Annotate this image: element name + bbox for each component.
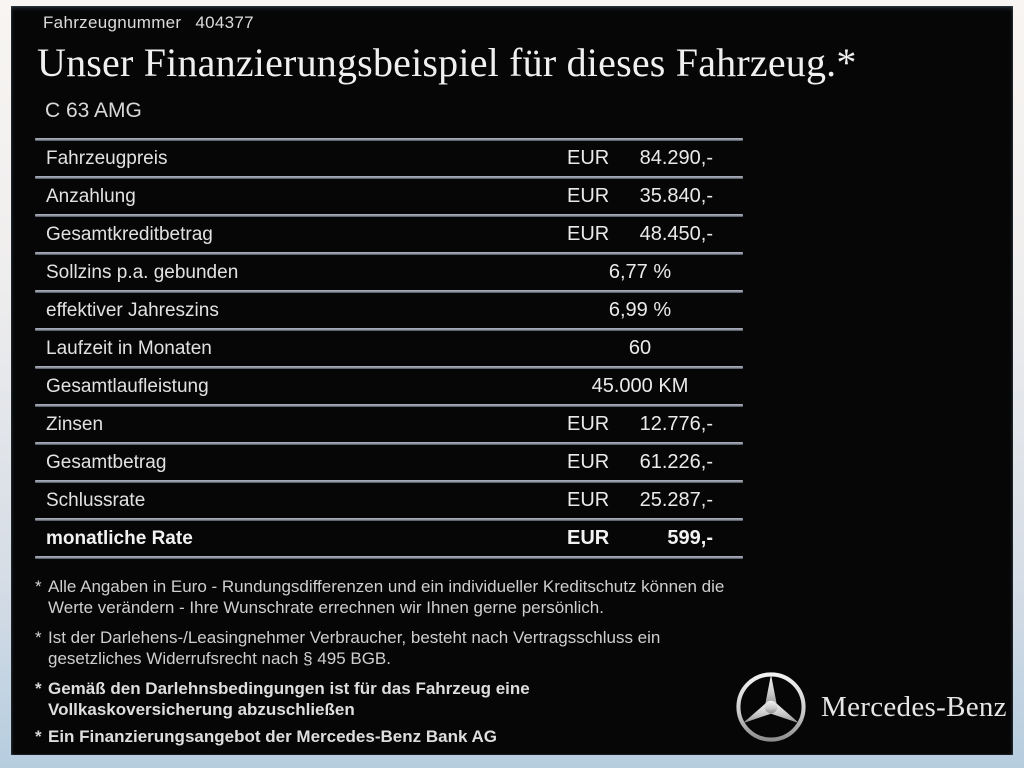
row-label: Gesamtkreditbetrag bbox=[46, 223, 213, 245]
row-value: EUR 12.776,- bbox=[567, 410, 713, 436]
amount: 48.450,- bbox=[639, 223, 713, 245]
row-value: 45.000 KM bbox=[567, 372, 713, 398]
row-value: EUR 84.290,- bbox=[567, 144, 713, 170]
table-row: Zinsen EUR 12.776,- bbox=[35, 404, 743, 442]
table-row: Sollzins p.a. gebunden 6,77 % bbox=[35, 252, 743, 290]
page-title: Unser Finanzierungsbeispiel für dieses F… bbox=[37, 40, 857, 85]
asterisk: * bbox=[35, 628, 42, 647]
table-row: Gesamtbetrag EUR 61.226,- bbox=[35, 442, 743, 480]
currency: EUR bbox=[567, 413, 610, 435]
amount: 84.290,- bbox=[639, 147, 713, 169]
footnote-text: Alle Angaben in Euro - Rundungsdifferenz… bbox=[48, 577, 725, 617]
vehicle-number: Fahrzeugnummer 404377 bbox=[43, 13, 254, 33]
mercedes-star-icon bbox=[736, 672, 806, 742]
row-label: Schlussrate bbox=[46, 489, 146, 511]
footnote: * Alle Angaben in Euro - Rundungsdiffere… bbox=[35, 576, 751, 618]
currency: EUR bbox=[567, 527, 610, 549]
table-row: Gesamtlaufleistung 45.000 KM bbox=[35, 366, 743, 404]
row-label: Anzahlung bbox=[46, 185, 136, 207]
row-label: Gesamtbetrag bbox=[46, 451, 167, 473]
vehicle-number-value: 404377 bbox=[195, 13, 254, 32]
currency: EUR bbox=[567, 489, 610, 511]
row-label: monatliche Rate bbox=[46, 527, 193, 549]
table-row: Schlussrate EUR 25.287,- bbox=[35, 480, 743, 518]
brand-name: Mercedes-Benz bbox=[821, 690, 1007, 723]
amount: 45.000 KM bbox=[591, 375, 689, 397]
amount: 60 bbox=[628, 337, 652, 359]
amount: 6,99 % bbox=[608, 299, 672, 321]
footnote-text: Ist der Darlehens-/Leasingnehmer Verbrau… bbox=[48, 628, 661, 668]
row-value: 6,99 % bbox=[567, 296, 713, 322]
row-label: effektiver Jahreszins bbox=[46, 299, 219, 321]
table-row: Fahrzeugpreis EUR 84.290,- bbox=[35, 138, 743, 176]
table-row: effektiver Jahreszins 6,99 % bbox=[35, 290, 743, 328]
amount: 25.287,- bbox=[639, 489, 713, 511]
row-label: Gesamtlaufleistung bbox=[46, 375, 209, 397]
row-value: EUR 599,- bbox=[567, 524, 713, 550]
row-label: Laufzeit in Monaten bbox=[46, 337, 212, 359]
table-row: Laufzeit in Monaten 60 bbox=[35, 328, 743, 366]
table-row-monthly-rate: monatliche Rate EUR 599,- bbox=[35, 518, 743, 556]
row-value: EUR 48.450,- bbox=[567, 220, 713, 246]
amount: 12.776,- bbox=[639, 413, 713, 435]
financing-sheet: Fahrzeugnummer 404377 Unser Finanzierung… bbox=[11, 6, 1013, 755]
asterisk: * bbox=[35, 727, 42, 746]
footnotes: * Alle Angaben in Euro - Rundungsdiffere… bbox=[35, 576, 751, 753]
footnote: * Ein Finanzierungsangebot der Mercedes-… bbox=[35, 726, 751, 747]
currency: EUR bbox=[567, 185, 610, 207]
footnote: * Ist der Darlehens-/Leasingnehmer Verbr… bbox=[35, 627, 751, 669]
row-label: Sollzins p.a. gebunden bbox=[46, 261, 239, 283]
row-value: 60 bbox=[567, 334, 713, 360]
amount: 35.840,- bbox=[639, 185, 713, 207]
footnote-text: Gemäß den Darlehnsbedingungen ist für da… bbox=[48, 679, 530, 719]
amount: 6,77 % bbox=[608, 261, 672, 283]
footnote-text: Ein Finanzierungsangebot der Mercedes-Be… bbox=[48, 727, 498, 746]
currency: EUR bbox=[567, 147, 610, 169]
currency: EUR bbox=[567, 451, 610, 473]
row-label: Fahrzeugpreis bbox=[46, 147, 168, 169]
footnote: * Gemäß den Darlehnsbedingungen ist für … bbox=[35, 678, 751, 720]
table-row: Anzahlung EUR 35.840,- bbox=[35, 176, 743, 214]
row-value: 6,77 % bbox=[567, 258, 713, 284]
row-value: EUR 35.840,- bbox=[567, 182, 713, 208]
row-label: Zinsen bbox=[46, 413, 104, 435]
table-row: Gesamtkreditbetrag EUR 48.450,- bbox=[35, 214, 743, 252]
currency: EUR bbox=[567, 223, 610, 245]
vehicle-number-label: Fahrzeugnummer bbox=[43, 13, 182, 32]
vehicle-model: C 63 AMG bbox=[45, 99, 142, 122]
row-value: EUR 61.226,- bbox=[567, 448, 713, 474]
financing-table: Fahrzeugpreis EUR 84.290,- Anzahlung EUR 3… bbox=[35, 138, 743, 559]
amount: 61.226,- bbox=[639, 451, 713, 473]
amount: 599,- bbox=[667, 527, 713, 549]
asterisk: * bbox=[35, 577, 42, 596]
asterisk: * bbox=[35, 679, 42, 698]
brand-logo-block: Mercedes-Benz bbox=[731, 666, 1007, 748]
row-value: EUR 25.287,- bbox=[567, 486, 713, 512]
